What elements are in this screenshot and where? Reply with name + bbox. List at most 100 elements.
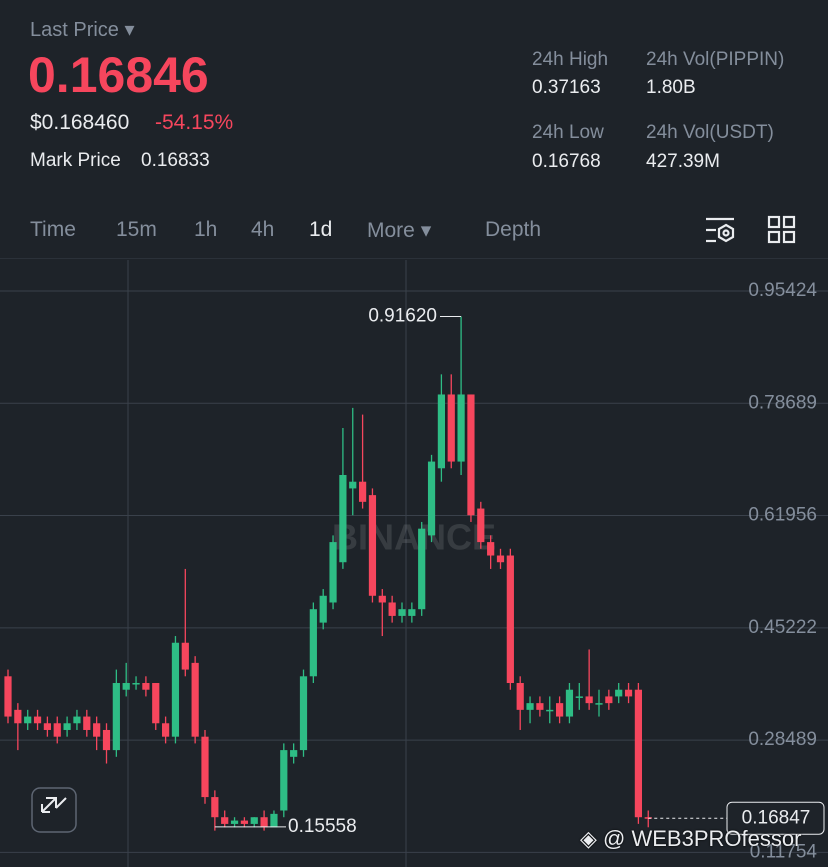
- candle-body: [191, 662, 199, 737]
- candle-body: [457, 394, 465, 462]
- layout-icon[interactable]: [767, 215, 797, 245]
- candle-body: [624, 689, 633, 697]
- candle-body: [349, 481, 357, 489]
- candle-body: [378, 595, 386, 603]
- candle-body: [280, 750, 288, 811]
- candle-body: [418, 528, 426, 610]
- candle-body: [102, 729, 111, 751]
- candle-body: [329, 542, 337, 603]
- candle-body: [24, 716, 32, 724]
- label: More: [367, 219, 415, 242]
- candle-body: [83, 716, 91, 730]
- y-tick-label: 0.45222: [748, 617, 817, 638]
- tab[interactable]: 4h: [251, 218, 275, 241]
- stat-label: 24h Low: [532, 122, 604, 143]
- candle-body: [536, 703, 544, 710]
- candle-body: [93, 723, 101, 737]
- candle-body: [447, 394, 455, 462]
- candle-body: [211, 797, 219, 818]
- candle-body: [240, 820, 248, 824]
- candle-body: [565, 689, 574, 717]
- candle-body: [14, 709, 22, 724]
- y-tick-label: 0.28489: [748, 729, 817, 750]
- last-price-label: 0.16847: [742, 807, 811, 828]
- candle-body: [319, 595, 327, 623]
- candle-body: [398, 609, 406, 616]
- stat-label: 24h High: [532, 49, 609, 70]
- label: Last Price: [30, 19, 119, 41]
- candle-body: [162, 723, 170, 737]
- y-tick-label: 0.11754: [750, 841, 818, 862]
- stat-value: 0.37163: [532, 77, 601, 98]
- stat-value: 0.16768: [532, 151, 601, 172]
- candle-body: [359, 481, 367, 502]
- candle-body: [290, 750, 298, 757]
- candle-body: [427, 461, 436, 536]
- tab-active[interactable]: 1d: [309, 218, 333, 241]
- last-price: 0.16846: [28, 47, 209, 103]
- y-tick-label: 0.78689: [748, 392, 817, 413]
- tab-more[interactable]: More ▾: [367, 219, 432, 242]
- y-tick-label: 0.95424: [748, 280, 817, 301]
- candle-body: [595, 703, 603, 705]
- separator: [0, 258, 828, 259]
- stat-label: 24h Vol(USDT): [646, 122, 774, 143]
- candle-body: [63, 723, 71, 730]
- stat-value: 427.39M: [646, 151, 720, 172]
- mark-price-label: Mark Price: [30, 150, 121, 171]
- candle-body: [388, 602, 396, 616]
- y-tick-label: 0.61956: [748, 505, 817, 526]
- tab[interactable]: 1h: [194, 218, 218, 241]
- candle-body: [339, 474, 347, 563]
- usd-price: $0.168460: [30, 111, 130, 134]
- candle-body: [132, 683, 140, 685]
- tab[interactable]: 15m: [116, 218, 157, 241]
- candle-body: [221, 817, 229, 824]
- mark-price: 0.16833: [141, 150, 210, 171]
- candle-body: [546, 709, 554, 712]
- candle-body: [408, 609, 416, 616]
- candle-body: [250, 817, 258, 824]
- candle-body: [437, 394, 445, 469]
- candle-body: [201, 736, 209, 798]
- last-price-label[interactable]: Last Price ▾: [30, 19, 135, 41]
- stat-value: 1.80B: [646, 77, 696, 98]
- credit-text: @ WEB3PROfessor: [603, 826, 802, 851]
- expand-icon: [41, 797, 67, 813]
- change: -54.15%: [155, 111, 234, 134]
- candle-body: [181, 642, 189, 670]
- candle-body: [615, 689, 623, 697]
- candle-body: [526, 703, 534, 710]
- watermark: BINANCE: [332, 517, 496, 558]
- candle-body: [368, 495, 377, 596]
- tab[interactable]: Time: [30, 218, 76, 241]
- candle-body: [53, 723, 61, 737]
- candle-body: [230, 820, 239, 824]
- candle-body: [309, 609, 317, 677]
- candle-body: [556, 703, 564, 717]
- candle-body: [171, 642, 180, 737]
- candle-body: [487, 542, 495, 556]
- last-price-box: [726, 801, 825, 835]
- candle-body: [43, 723, 51, 730]
- candle-body: [142, 683, 150, 690]
- high-label: 0.91620: [368, 306, 437, 327]
- expand-button[interactable]: [31, 787, 77, 833]
- candle-body: [260, 817, 268, 828]
- candle-body: [477, 508, 485, 543]
- candle-body: [516, 683, 524, 710]
- candle-body: [4, 676, 12, 717]
- credit: ◈ @ WEB3PROfessor: [580, 826, 802, 851]
- stat-label: 24h Vol(PIPPIN): [646, 49, 785, 70]
- candle-body: [506, 555, 514, 684]
- candle-body: [575, 696, 583, 698]
- tab[interactable]: Depth: [485, 218, 542, 241]
- candle-body: [585, 696, 593, 704]
- low-label: 0.15558: [288, 816, 357, 837]
- settings-icon[interactable]: [704, 214, 738, 248]
- candle-body: [299, 676, 308, 751]
- candle-body: [270, 813, 278, 828]
- candle-body: [33, 716, 42, 724]
- candle-body: [467, 394, 475, 516]
